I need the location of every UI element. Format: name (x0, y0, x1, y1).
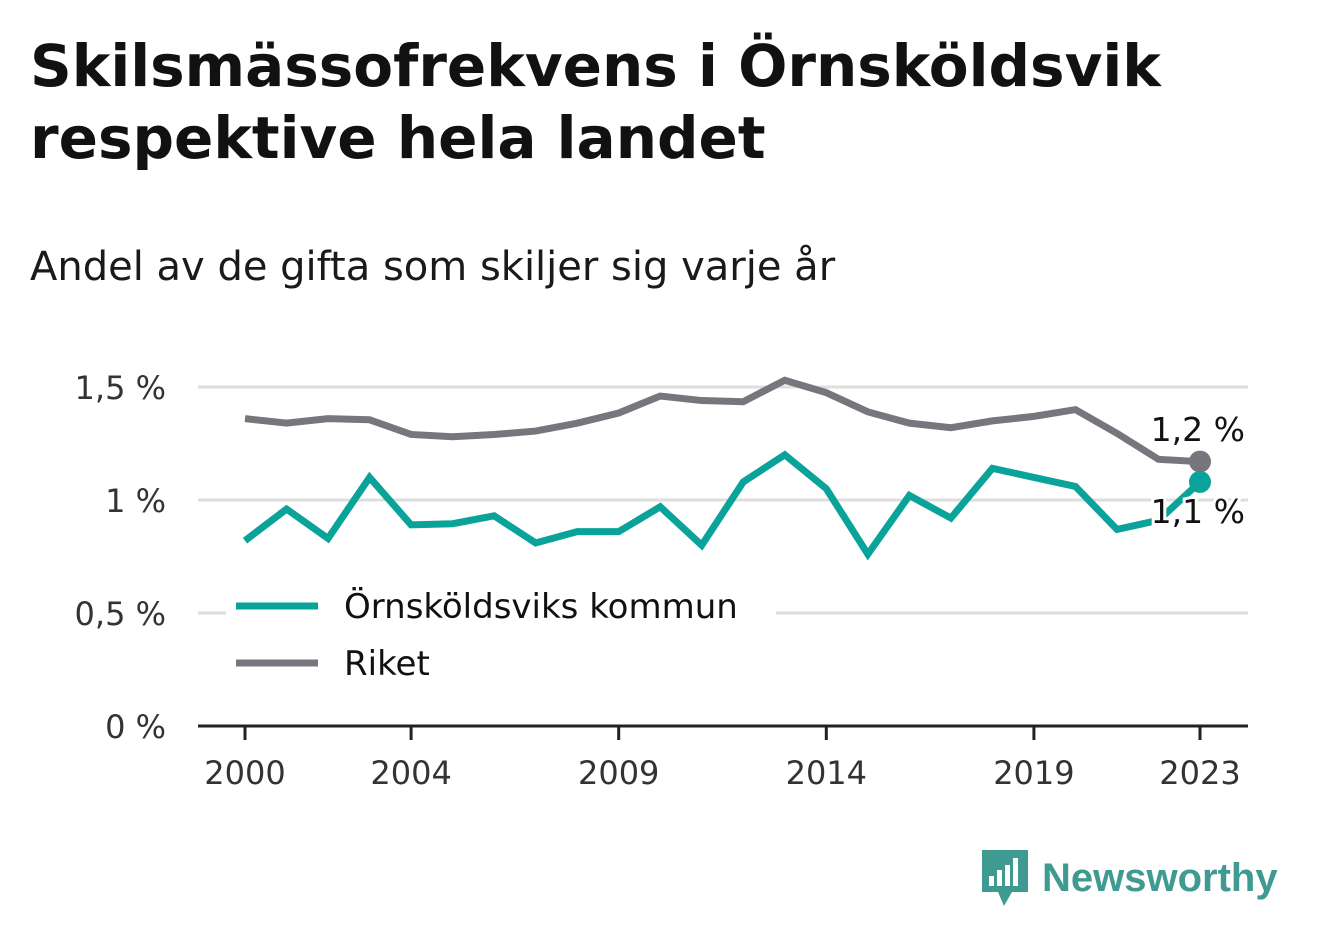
end-label-kommun: 1,1 % (1151, 492, 1245, 531)
chart-subtitle: Andel av de gifta som skiljer sig varje … (30, 244, 836, 290)
y-tick-label: 0,5 % (75, 595, 166, 633)
y-tick-label: 1 % (105, 482, 166, 520)
newsworthy-logo-icon (982, 850, 1028, 906)
x-tick-label: 2009 (578, 754, 659, 792)
legend-label-kommun: Örnsköldsviks kommun (344, 586, 738, 627)
end-label-riket: 1,2 % (1151, 410, 1245, 449)
y-tick-label: 1,5 % (75, 369, 166, 407)
x-tick-label: 2004 (370, 754, 451, 792)
brand-name: Newsworthy (1042, 855, 1278, 900)
legend-label-riket: Riket (344, 644, 430, 684)
end-point-riket (1189, 450, 1211, 473)
series-line-kommun (242, 450, 1203, 561)
x-tick-label: 2000 (204, 754, 285, 792)
end-point-kommun (1189, 470, 1211, 493)
x-tick-label: 2014 (786, 754, 867, 792)
x-tick-label: 2023 (1159, 754, 1240, 792)
end-labels: 1,2 % 1,1 % (1148, 407, 1248, 534)
x-tick-label: 2019 (993, 754, 1074, 792)
y-tick-label: 0 % (105, 708, 166, 746)
legend: Örnsköldsviks kommun Riket (226, 576, 776, 696)
series (242, 376, 1211, 561)
series-line-riket (244, 376, 1201, 466)
newsworthy-logo: Newsworthy (980, 848, 1278, 908)
chart-title: Skilsmässofrekvens i Örnsköldsvik respek… (30, 32, 1161, 172)
axes: 0 % 0,5 % 1 % 1,5 % 2000 2004 2009 2014 2019 2023 (75, 369, 1248, 792)
legend-background (226, 576, 776, 696)
